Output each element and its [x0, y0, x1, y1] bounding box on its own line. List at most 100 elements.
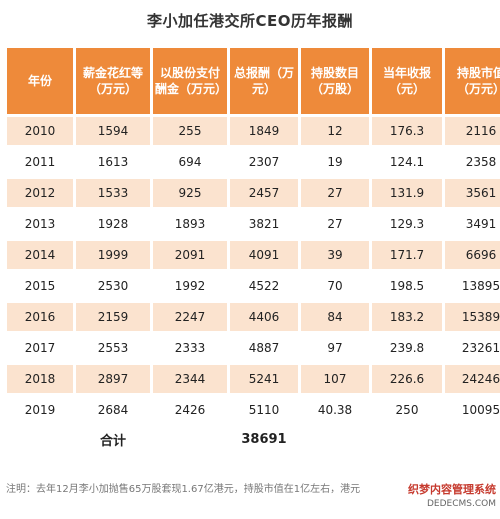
value-cell: 3821 [230, 210, 298, 238]
value-cell: 198.5 [372, 272, 442, 300]
year-cell: 2014 [7, 241, 73, 269]
value-cell: 4522 [230, 272, 298, 300]
total-value: 38691 [230, 427, 298, 451]
value-cell: 19 [301, 148, 369, 176]
total-spacer [372, 427, 442, 451]
value-cell: 2897 [76, 365, 150, 393]
value-cell: 124.1 [372, 148, 442, 176]
total-spacer [301, 427, 369, 451]
table-body: 2010 1594 255 1849 12 176.3 2116 2011 1613 694 230… [7, 117, 500, 424]
year-cell: 2016 [7, 303, 73, 331]
value-cell: 1893 [153, 210, 227, 238]
value-cell: 2307 [230, 148, 298, 176]
value-cell: 1999 [76, 241, 150, 269]
value-cell: 5110 [230, 396, 298, 424]
header-cell: 以股份支付酬金（万元） [153, 48, 227, 114]
value-cell: 4887 [230, 334, 298, 362]
value-cell: 2457 [230, 179, 298, 207]
value-cell: 2530 [76, 272, 150, 300]
value-cell: 694 [153, 148, 227, 176]
value-cell: 1992 [153, 272, 227, 300]
total-spacer [153, 427, 227, 451]
value-cell: 1613 [76, 148, 150, 176]
value-cell: 2159 [76, 303, 150, 331]
table-title: 李小加任港交所CEO历年报酬 [146, 12, 353, 30]
value-cell: 2553 [76, 334, 150, 362]
watermark-title: 织梦内容管理系统 [408, 483, 496, 496]
value-cell: 27 [301, 179, 369, 207]
year-cell: 2013 [7, 210, 73, 238]
year-cell: 2018 [7, 365, 73, 393]
table-row: 2019 2684 2426 5110 40.38 250 10095 [7, 396, 500, 424]
header-cell: 持股市值（万元） [445, 48, 500, 114]
footnote: 注明：去年12月李小加抛售65万股套现1.67亿港元，持股市值在1亿左右，港元 [6, 484, 361, 495]
total-spacer [445, 427, 500, 451]
watermark-url: DEDECMS.COM [427, 499, 496, 509]
value-cell: 1928 [76, 210, 150, 238]
value-cell: 13895 [445, 272, 500, 300]
value-cell: 131.9 [372, 179, 442, 207]
value-cell: 40.38 [301, 396, 369, 424]
header-cell: 年份 [7, 48, 73, 114]
site-watermark: 织梦内容管理系统 DEDECMS.COM [404, 482, 496, 516]
value-cell: 70 [301, 272, 369, 300]
value-cell: 24246 [445, 365, 500, 393]
year-cell: 2012 [7, 179, 73, 207]
value-cell: 3491 [445, 210, 500, 238]
value-cell: 23261 [445, 334, 500, 362]
value-cell: 2247 [153, 303, 227, 331]
value-cell: 250 [372, 396, 442, 424]
value-cell: 4091 [230, 241, 298, 269]
value-cell: 27 [301, 210, 369, 238]
value-cell: 15389 [445, 303, 500, 331]
table-row: 2012 1533 925 2457 27 131.9 3561 [7, 179, 500, 207]
header-cell: 持股数目（万股） [301, 48, 369, 114]
value-cell: 107 [301, 365, 369, 393]
value-cell: 97 [301, 334, 369, 362]
table-row: 2016 2159 2247 4406 84 183.2 15389 [7, 303, 500, 331]
table-row: 2011 1613 694 2307 19 124.1 2358 [7, 148, 500, 176]
value-cell: 255 [153, 117, 227, 145]
value-cell: 84 [301, 303, 369, 331]
value-cell: 2091 [153, 241, 227, 269]
value-cell: 1849 [230, 117, 298, 145]
total-label: 合计 [76, 427, 150, 451]
value-cell: 129.3 [372, 210, 442, 238]
total-spacer [7, 427, 73, 451]
value-cell: 1533 [76, 179, 150, 207]
value-cell: 183.2 [372, 303, 442, 331]
value-cell: 4406 [230, 303, 298, 331]
header-cell: 当年收报（元） [372, 48, 442, 114]
table-row: 2013 1928 1893 3821 27 129.3 3491 [7, 210, 500, 238]
value-cell: 6696 [445, 241, 500, 269]
value-cell: 2684 [76, 396, 150, 424]
value-cell: 39 [301, 241, 369, 269]
value-cell: 5241 [230, 365, 298, 393]
value-cell: 925 [153, 179, 227, 207]
table-row: 2010 1594 255 1849 12 176.3 2116 [7, 117, 500, 145]
value-cell: 176.3 [372, 117, 442, 145]
table-row: 2017 2553 2333 4887 97 239.8 23261 [7, 334, 500, 362]
value-cell: 2333 [153, 334, 227, 362]
value-cell: 171.7 [372, 241, 442, 269]
value-cell: 2358 [445, 148, 500, 176]
header-cell: 薪金花红等（万元） [76, 48, 150, 114]
year-cell: 2019 [7, 396, 73, 424]
table-row: 2015 2530 1992 4522 70 198.5 13895 [7, 272, 500, 300]
year-cell: 2011 [7, 148, 73, 176]
year-cell: 2010 [7, 117, 73, 145]
total-row: 合计 38691 [7, 427, 500, 451]
header-row: 年份 薪金花红等（万元） 以股份支付酬金（万元） 总报酬（万元） 持股数目（万股… [7, 48, 500, 114]
year-cell: 2017 [7, 334, 73, 362]
table-row: 2014 1999 2091 4091 39 171.7 6696 [7, 241, 500, 269]
compensation-table: 年份 薪金花红等（万元） 以股份支付酬金（万元） 总报酬（万元） 持股数目（万股… [4, 45, 500, 454]
header-cell: 总报酬（万元） [230, 48, 298, 114]
table-row: 2018 2897 2344 5241 107 226.6 24246 [7, 365, 500, 393]
value-cell: 2344 [153, 365, 227, 393]
value-cell: 239.8 [372, 334, 442, 362]
year-cell: 2015 [7, 272, 73, 300]
value-cell: 12 [301, 117, 369, 145]
value-cell: 1594 [76, 117, 150, 145]
value-cell: 2116 [445, 117, 500, 145]
value-cell: 2426 [153, 396, 227, 424]
